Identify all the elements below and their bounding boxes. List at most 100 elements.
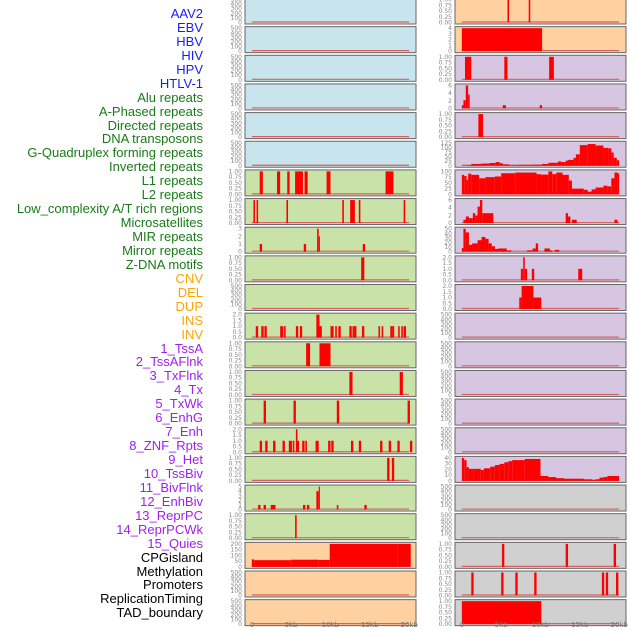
track-label: Low_complexity A/T rich regions bbox=[16, 201, 203, 217]
data-bar bbox=[524, 268, 528, 281]
data-bar bbox=[349, 371, 353, 395]
data-bar bbox=[336, 400, 340, 424]
data-bar bbox=[504, 462, 509, 481]
data-bar bbox=[463, 219, 466, 224]
data-bar bbox=[611, 152, 614, 166]
y-tick-label: 150 bbox=[231, 547, 243, 554]
panel-background bbox=[244, 226, 417, 254]
data-bar bbox=[515, 172, 537, 195]
track-label: HTLV-1 bbox=[159, 75, 203, 91]
y-tick-label: 4 bbox=[448, 205, 452, 212]
data-bar bbox=[336, 504, 339, 510]
track-panel: 0.000.250.500.751.00 bbox=[229, 512, 417, 542]
y-tick-label: 0.25 bbox=[439, 128, 453, 135]
data-bar bbox=[390, 326, 393, 338]
y-tick-label: 1.00 bbox=[229, 197, 243, 204]
data-bar bbox=[520, 268, 524, 281]
data-bar bbox=[533, 297, 542, 309]
data-bar bbox=[583, 189, 588, 195]
data-bar bbox=[471, 174, 480, 195]
track-label: DEL bbox=[177, 284, 203, 300]
y-tick-label: 500 bbox=[231, 140, 243, 147]
y-tick-label: 100 bbox=[231, 301, 243, 308]
y-tick-label: 1.00 bbox=[439, 0, 453, 4]
track-label: L2 repeats bbox=[141, 187, 203, 203]
y-tick-label: 500 bbox=[441, 426, 453, 433]
y-tick-label: 125 bbox=[441, 140, 453, 147]
data-bar bbox=[286, 200, 289, 224]
x-tick-label: 15kb bbox=[361, 621, 379, 629]
y-tick-label: 0.00 bbox=[439, 621, 453, 628]
data-bar bbox=[465, 216, 469, 224]
data-bar bbox=[350, 440, 354, 453]
data-bar bbox=[556, 172, 563, 195]
data-bar bbox=[392, 326, 395, 338]
track-label: L1 repeats bbox=[141, 173, 203, 189]
y-tick-label: 20 bbox=[444, 466, 452, 473]
data-bar bbox=[397, 440, 400, 453]
track-panel: 0.00.51.01.52.0 bbox=[442, 283, 627, 313]
y-tick-label: 400 bbox=[231, 288, 243, 295]
y-tick-label: 200 bbox=[441, 325, 453, 332]
data-bar bbox=[358, 440, 362, 453]
y-tick-label: 100 bbox=[441, 144, 453, 151]
data-bar bbox=[299, 326, 303, 338]
y-tick-label: 0.50 bbox=[439, 65, 453, 72]
data-bar bbox=[326, 171, 331, 195]
data-bar bbox=[461, 105, 464, 109]
data-bar bbox=[254, 560, 292, 567]
track-panel: 0.000.250.500.751.00 bbox=[229, 168, 417, 198]
data-bar bbox=[350, 200, 355, 224]
data-bar bbox=[270, 504, 276, 510]
data-bar bbox=[464, 176, 467, 195]
data-bar bbox=[342, 200, 344, 224]
x-tick-label: 20kb bbox=[610, 621, 628, 629]
data-bar bbox=[401, 326, 403, 338]
y-tick-label: 0.00 bbox=[229, 535, 243, 542]
y-tick-label: 0.25 bbox=[229, 272, 243, 279]
track-label: Alu repeats bbox=[137, 89, 203, 105]
panel-background bbox=[244, 198, 417, 226]
panel-background bbox=[244, 398, 417, 426]
data-bar bbox=[549, 56, 554, 80]
y-tick-label: 400 bbox=[231, 30, 243, 37]
y-tick-label: 0.75 bbox=[439, 2, 453, 9]
data-bar bbox=[316, 491, 319, 510]
data-bar bbox=[303, 244, 307, 252]
data-bar bbox=[263, 400, 266, 424]
y-tick-label: 0.50 bbox=[229, 524, 243, 531]
data-bar bbox=[494, 248, 499, 252]
track-label: CNV bbox=[175, 270, 203, 286]
y-tick-label: 0 bbox=[238, 249, 242, 256]
y-tick-label: 300 bbox=[441, 350, 453, 357]
y-tick-label: 500 bbox=[441, 340, 453, 347]
y-tick-label: 200 bbox=[231, 154, 243, 161]
y-tick-label: 0.00 bbox=[229, 421, 243, 428]
y-tick-label: 200 bbox=[231, 541, 243, 548]
data-bar bbox=[461, 457, 465, 481]
track-panel: 0.00.51.01.52.0 bbox=[442, 254, 627, 284]
y-tick-label: 0 bbox=[448, 535, 452, 542]
panel-background bbox=[244, 83, 417, 111]
data-bar bbox=[603, 185, 608, 195]
y-tick-label: 0.00 bbox=[439, 20, 453, 27]
y-tick-label: 100 bbox=[231, 617, 243, 624]
y-tick-label: 0 bbox=[448, 335, 452, 342]
data-bar bbox=[317, 228, 319, 252]
track-labels: AAV2 EBV HBV HIV HPV HTLV-1 Alu repeats A-Phase… bbox=[0, 7, 203, 620]
y-tick-label: 500 bbox=[231, 111, 243, 118]
data-bar bbox=[524, 458, 541, 481]
y-tick-label: 1 bbox=[238, 502, 242, 509]
data-bar bbox=[548, 477, 557, 481]
data-bar bbox=[397, 543, 411, 567]
panel-background bbox=[244, 455, 417, 483]
panel-background bbox=[454, 255, 627, 283]
data-bar bbox=[542, 163, 549, 166]
